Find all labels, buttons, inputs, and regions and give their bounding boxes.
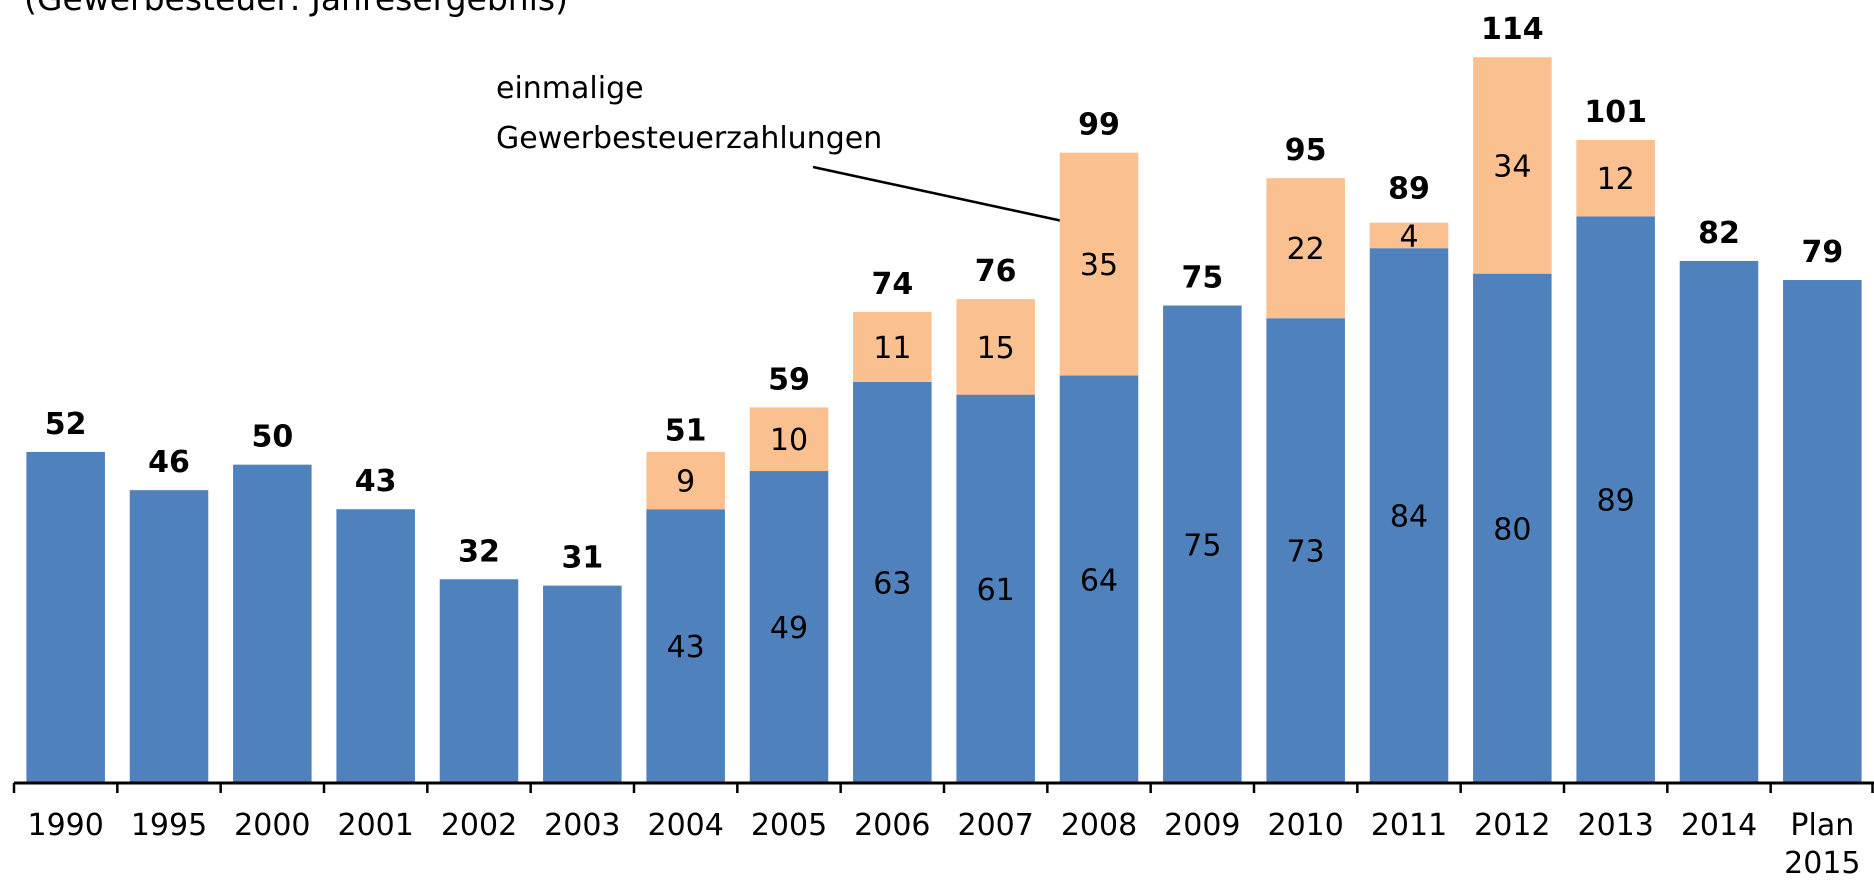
bar-segment <box>1369 222 1449 249</box>
x-tick-label: 2013 <box>1577 808 1653 843</box>
segment-label: 34 <box>1493 149 1531 184</box>
x-tick-label: 2010 <box>1267 808 1343 843</box>
total-label: 114 <box>1481 12 1544 47</box>
bar-segment <box>1369 248 1449 783</box>
bar-segment <box>749 407 829 472</box>
total-label: 46 <box>148 445 190 480</box>
total-label: 82 <box>1698 216 1740 251</box>
bar-segment <box>26 451 105 783</box>
bar-segment <box>543 585 622 783</box>
annotation: Gewerbesteuerzahlungen <box>496 121 882 156</box>
total-label: 99 <box>1078 108 1120 143</box>
bar-segment <box>1266 318 1345 783</box>
total-label: 89 <box>1388 171 1430 206</box>
total-label: 31 <box>561 541 603 576</box>
total-label: 52 <box>45 407 87 442</box>
segment-label: 10 <box>770 423 808 458</box>
x-tick-label: 2014 <box>1681 808 1757 843</box>
bar-segment <box>956 299 1035 395</box>
segment-label: 12 <box>1597 162 1635 197</box>
segment-label: 43 <box>667 630 705 665</box>
total-label: 43 <box>355 464 397 499</box>
bar-segment <box>1679 260 1759 783</box>
bar-segment <box>1163 305 1242 783</box>
chart-subtitle: (Gewerbesteuer: Jahresergebnis) <box>24 0 568 18</box>
x-tick-label: Plan 2015 <box>1784 808 1860 881</box>
total-label: 51 <box>665 413 707 448</box>
total-label: 76 <box>975 254 1017 289</box>
x-tick-label: 2006 <box>854 808 930 843</box>
segment-label: 61 <box>977 573 1015 608</box>
bar-segment <box>853 381 932 783</box>
bar-segment <box>233 464 312 783</box>
annotation: einmalige <box>496 71 644 106</box>
bar-segment <box>336 509 415 783</box>
segment-label: 9 <box>676 465 695 500</box>
x-tick-label: 2001 <box>337 808 413 843</box>
total-label: 75 <box>1181 261 1223 296</box>
x-tick-label: 2004 <box>647 808 723 843</box>
bar-segment <box>1266 178 1345 319</box>
total-label: 32 <box>458 534 500 569</box>
x-tick-label: 2012 <box>1474 808 1550 843</box>
total-label: 59 <box>768 362 810 397</box>
x-tick-label: 2000 <box>234 808 310 843</box>
bar-segment <box>1576 139 1655 217</box>
bar-segment <box>1576 216 1655 783</box>
segment-label: 15 <box>977 331 1015 366</box>
segment-label: 22 <box>1287 232 1325 267</box>
bar-segment <box>1783 280 1862 783</box>
bar-segment <box>646 509 725 783</box>
segment-label: 4 <box>1399 219 1418 254</box>
x-tick-label: 2008 <box>1061 808 1137 843</box>
bar-segment <box>1473 273 1552 783</box>
total-label: 79 <box>1801 235 1843 270</box>
bar-segment <box>1059 152 1139 376</box>
x-tick-label: 2002 <box>441 808 517 843</box>
x-tick-label: 1995 <box>131 808 207 843</box>
bar-segment <box>853 311 932 382</box>
total-label: 95 <box>1285 133 1327 168</box>
segment-label: 75 <box>1183 528 1221 563</box>
segment-label: 49 <box>770 611 808 646</box>
bar-segment <box>956 394 1035 783</box>
x-tick-label: 2009 <box>1164 808 1240 843</box>
x-tick-label: 2003 <box>544 808 620 843</box>
total-label: 101 <box>1584 95 1647 130</box>
x-tick-label: 2007 <box>957 808 1033 843</box>
segment-label: 80 <box>1493 512 1531 547</box>
bar-segment <box>129 490 209 783</box>
total-label: 74 <box>871 267 913 302</box>
x-tick-label: 1990 <box>27 808 103 843</box>
segment-label: 35 <box>1080 248 1118 283</box>
bar-segment <box>1473 57 1552 274</box>
segment-label: 11 <box>873 331 911 366</box>
segment-label: 89 <box>1597 484 1635 519</box>
bar-segment <box>749 471 829 783</box>
bar-segment <box>646 451 725 510</box>
total-label: 50 <box>251 420 293 455</box>
bar-segment <box>439 579 519 783</box>
x-tick-label: 2011 <box>1371 808 1447 843</box>
segment-label: 84 <box>1390 500 1428 535</box>
annotation-line <box>812 165 1105 232</box>
segment-label: 64 <box>1080 563 1118 598</box>
bar-segment <box>1059 375 1139 783</box>
segment-label: 63 <box>873 566 911 601</box>
segment-label: 73 <box>1287 535 1325 570</box>
x-tick-label: 2005 <box>751 808 827 843</box>
